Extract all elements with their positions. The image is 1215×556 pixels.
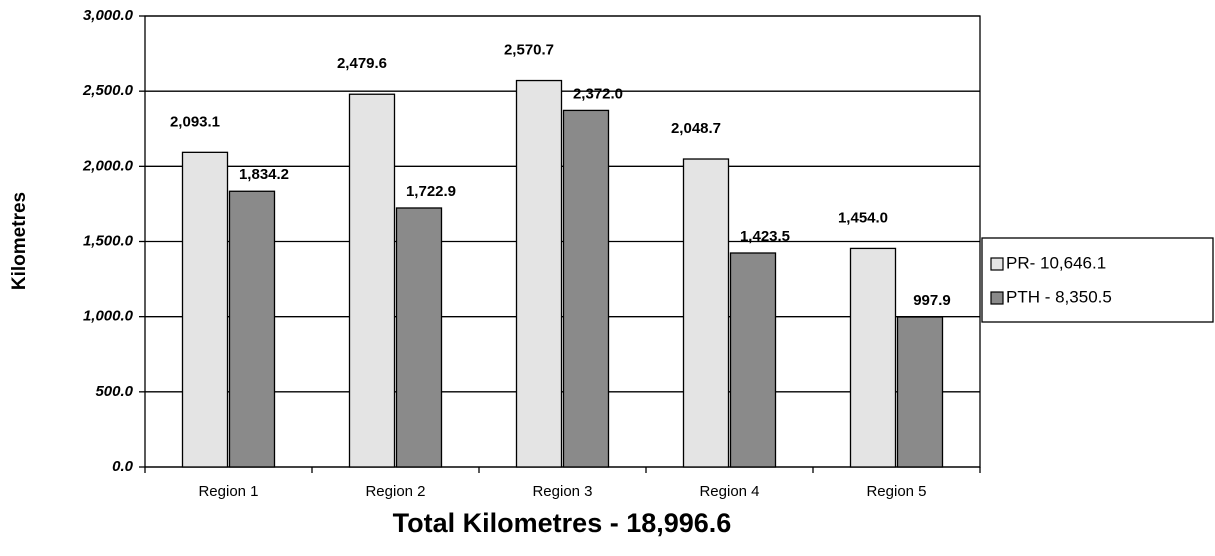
data-label: 1,423.5 <box>740 228 790 245</box>
data-label: 2,093.1 <box>170 113 220 130</box>
data-label: 1,834.2 <box>239 166 289 183</box>
bar <box>228 190 276 468</box>
data-label: 1,722.9 <box>406 183 456 200</box>
y-tick-label: 2,000.0 <box>82 157 134 174</box>
bar <box>181 151 229 468</box>
legend-label: PTH - 8,350.5 <box>1006 287 1112 306</box>
bar <box>515 79 563 468</box>
y-tick-label: 1,500.0 <box>83 232 134 249</box>
data-label: 997.9 <box>913 292 951 309</box>
data-label: 2,570.7 <box>504 42 554 59</box>
data-label: 1,454.0 <box>838 209 888 226</box>
data-label: 2,372.0 <box>573 85 623 102</box>
legend-swatch <box>990 291 1004 305</box>
x-tick-label: Region 1 <box>198 483 258 500</box>
bar <box>849 247 897 468</box>
y-tick-label: 3,000.0 <box>83 7 134 24</box>
x-tick-label: Region 2 <box>365 483 425 500</box>
y-tick-label: 1,000.0 <box>83 308 134 325</box>
bar <box>896 316 944 468</box>
legend-box <box>981 237 1214 323</box>
bar <box>348 93 396 468</box>
bar <box>682 158 730 468</box>
data-label: 2,479.6 <box>337 55 387 72</box>
y-tick-label: 500.0 <box>95 383 133 400</box>
bar <box>395 207 443 468</box>
x-axis-title: Total Kilometres - 18,996.6 <box>393 508 732 538</box>
legend-swatch <box>990 257 1004 271</box>
y-tick-label: 0.0 <box>112 458 134 475</box>
y-tick-label: 2,500.0 <box>82 82 134 99</box>
legend-label: PR- 10,646.1 <box>1006 253 1106 272</box>
x-tick-label: Region 5 <box>866 483 926 500</box>
x-tick-label: Region 3 <box>532 483 592 500</box>
x-tick-label: Region 4 <box>699 483 759 500</box>
plot-frame <box>144 15 981 468</box>
data-label: 2,048.7 <box>671 120 721 137</box>
y-axis-title: Kilometres <box>9 192 30 290</box>
bar <box>729 252 777 468</box>
bar <box>562 109 610 468</box>
